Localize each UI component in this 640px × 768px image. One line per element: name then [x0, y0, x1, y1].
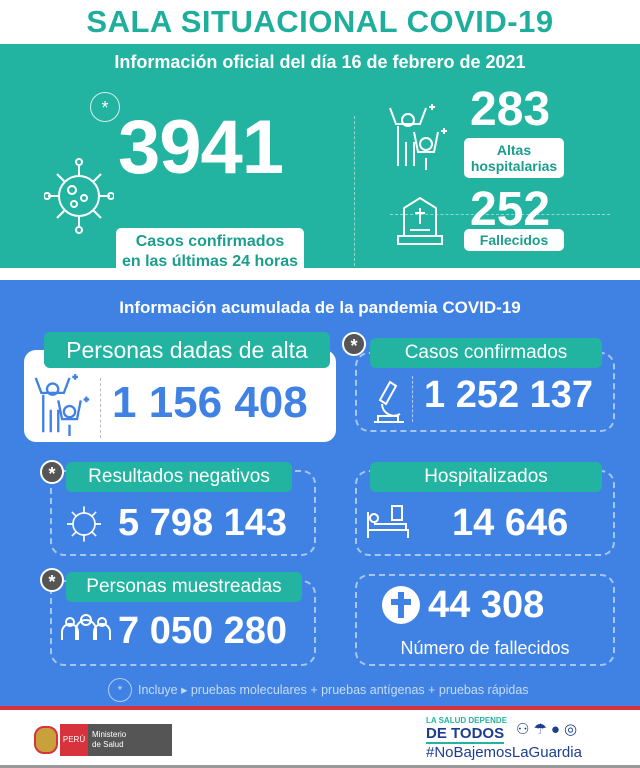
divider: [354, 116, 355, 266]
negative-value: 5 798 143: [118, 502, 288, 544]
cumulative-section: Información acumulada de la pandemia COV…: [0, 280, 640, 706]
daily-section: Información oficial del día 16 de febrer…: [0, 44, 640, 276]
divider: [0, 765, 640, 768]
tombstone-icon: [397, 196, 443, 245]
virus-icon: [44, 158, 114, 234]
discharges-label-line2: hospitalarias: [470, 158, 558, 174]
discharged-value: 1 156 408: [112, 378, 308, 427]
sampled-value: 7 050 280: [118, 610, 288, 652]
hospital-bed-icon: [367, 505, 409, 538]
ministry-line2: de Salud: [92, 740, 124, 749]
hospitalized-label: Hospitalizados: [370, 462, 602, 492]
cases-label-line1: Casos confirmados: [135, 233, 285, 250]
divider: [412, 376, 413, 422]
cross-icon: [382, 586, 420, 624]
discharged-label: Personas dadas de alta: [44, 332, 330, 368]
negative-label: Resultados negativos: [66, 462, 292, 492]
asterisk-badge: *: [40, 568, 64, 592]
daily-cases-value: 3941: [118, 105, 284, 190]
slogan-line2: DE TODOS: [426, 725, 505, 744]
hospitalized-value: 14 646: [452, 502, 569, 544]
asterisk-icon: *: [90, 92, 120, 122]
daily-cases-label: Casos confirmados en las últimas 24 hora…: [116, 228, 304, 276]
people-celebrating-icon: [34, 374, 90, 436]
microscope-icon: [374, 380, 404, 423]
coat-of-arms-icon: [34, 726, 58, 754]
deaths-card: [355, 574, 615, 666]
group-of-people-icon: [61, 614, 111, 640]
hashtag: #NoBajemosLaGuardia: [426, 744, 582, 761]
cases-label-line2: en las últimas 24 horas: [121, 253, 299, 270]
cumulative-header: Información acumulada de la pandemia COV…: [119, 298, 521, 317]
divider: [0, 706, 640, 710]
people-celebrating-icon: [389, 104, 447, 170]
confirmed-value: 1 252 137: [424, 374, 594, 416]
peru-logo: PERÚ: [60, 724, 88, 756]
divider: [390, 214, 610, 215]
asterisk-badge: *: [342, 332, 366, 356]
slogan-line1: LA SALUD DEPENDE: [426, 716, 508, 725]
daily-deaths-label: Fallecidos: [464, 229, 564, 251]
asterisk-icon: *: [108, 678, 132, 702]
asterisk-badge: *: [40, 460, 64, 484]
deaths-label: Número de fallecidos: [400, 638, 570, 658]
ministry-line1: Ministerio: [92, 730, 127, 739]
sampled-label: Personas muestreadas: [66, 572, 302, 602]
virus-icon: [66, 506, 102, 542]
discharges-label-line1: Altas: [496, 142, 532, 158]
daily-discharges-label: Altas hospitalarias: [464, 138, 564, 178]
confirmed-label: Casos confirmados: [370, 338, 602, 368]
footnote: Incluye ▸ pruebas moleculares + pruebas …: [138, 683, 529, 697]
deaths-value: 44 308: [428, 584, 545, 626]
daily-deaths-value: 252: [470, 183, 551, 236]
ministry-logo: Ministerio de Salud: [88, 724, 172, 756]
divider: [100, 378, 101, 438]
page-title: SALA SITUACIONAL COVID-19: [86, 4, 554, 39]
daily-discharges-value: 283: [470, 83, 551, 136]
daily-header: Información oficial del día 16 de febrer…: [114, 52, 526, 72]
prevention-icons: ⚇☂●◎: [516, 721, 582, 738]
